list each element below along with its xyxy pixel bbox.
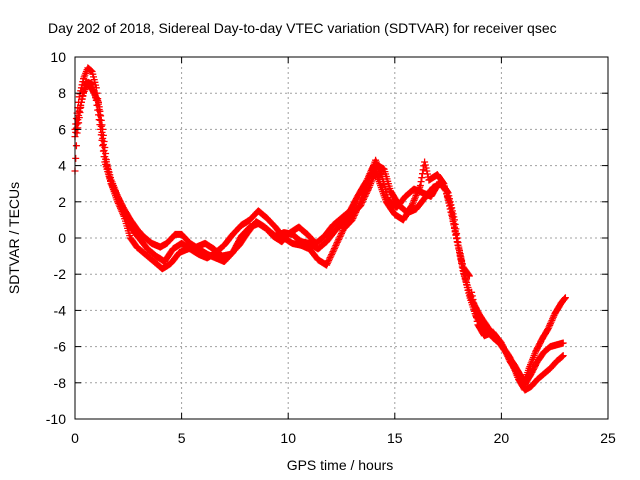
y-tick-label: -8 bbox=[54, 375, 67, 391]
x-tick-label: 10 bbox=[280, 430, 296, 446]
x-tick-label: 15 bbox=[387, 430, 403, 446]
y-tick-label: 8 bbox=[58, 85, 66, 101]
y-tick-label: 4 bbox=[58, 158, 66, 174]
series-track-d bbox=[468, 288, 567, 389]
x-tick-label: 20 bbox=[494, 430, 510, 446]
y-tick-label: 0 bbox=[58, 230, 66, 246]
x-tick-label: 0 bbox=[71, 430, 79, 446]
y-tick-label: -10 bbox=[46, 411, 66, 427]
y-tick-label: -4 bbox=[54, 302, 67, 318]
x-axis-label: GPS time / hours bbox=[287, 457, 394, 473]
y-axis-label: SDTVAR / TECUs bbox=[6, 182, 22, 294]
y-tick-label: 6 bbox=[58, 121, 66, 137]
x-tick-label: 5 bbox=[178, 430, 186, 446]
chart-title: Day 202 of 2018, Sidereal Day-to-day VTE… bbox=[48, 20, 557, 36]
x-tick-label: 25 bbox=[600, 430, 616, 446]
axis-ticks: 0 5 10 15 20 25 -10 -8 -6 -4 -2 0 2 4 6 8 10 bbox=[46, 49, 616, 446]
y-tick-label: -6 bbox=[54, 339, 67, 355]
y-tick-label: -2 bbox=[54, 266, 67, 282]
y-tick-label: 2 bbox=[58, 194, 66, 210]
plus-markers bbox=[468, 288, 567, 389]
y-tick-label: 10 bbox=[50, 49, 66, 65]
